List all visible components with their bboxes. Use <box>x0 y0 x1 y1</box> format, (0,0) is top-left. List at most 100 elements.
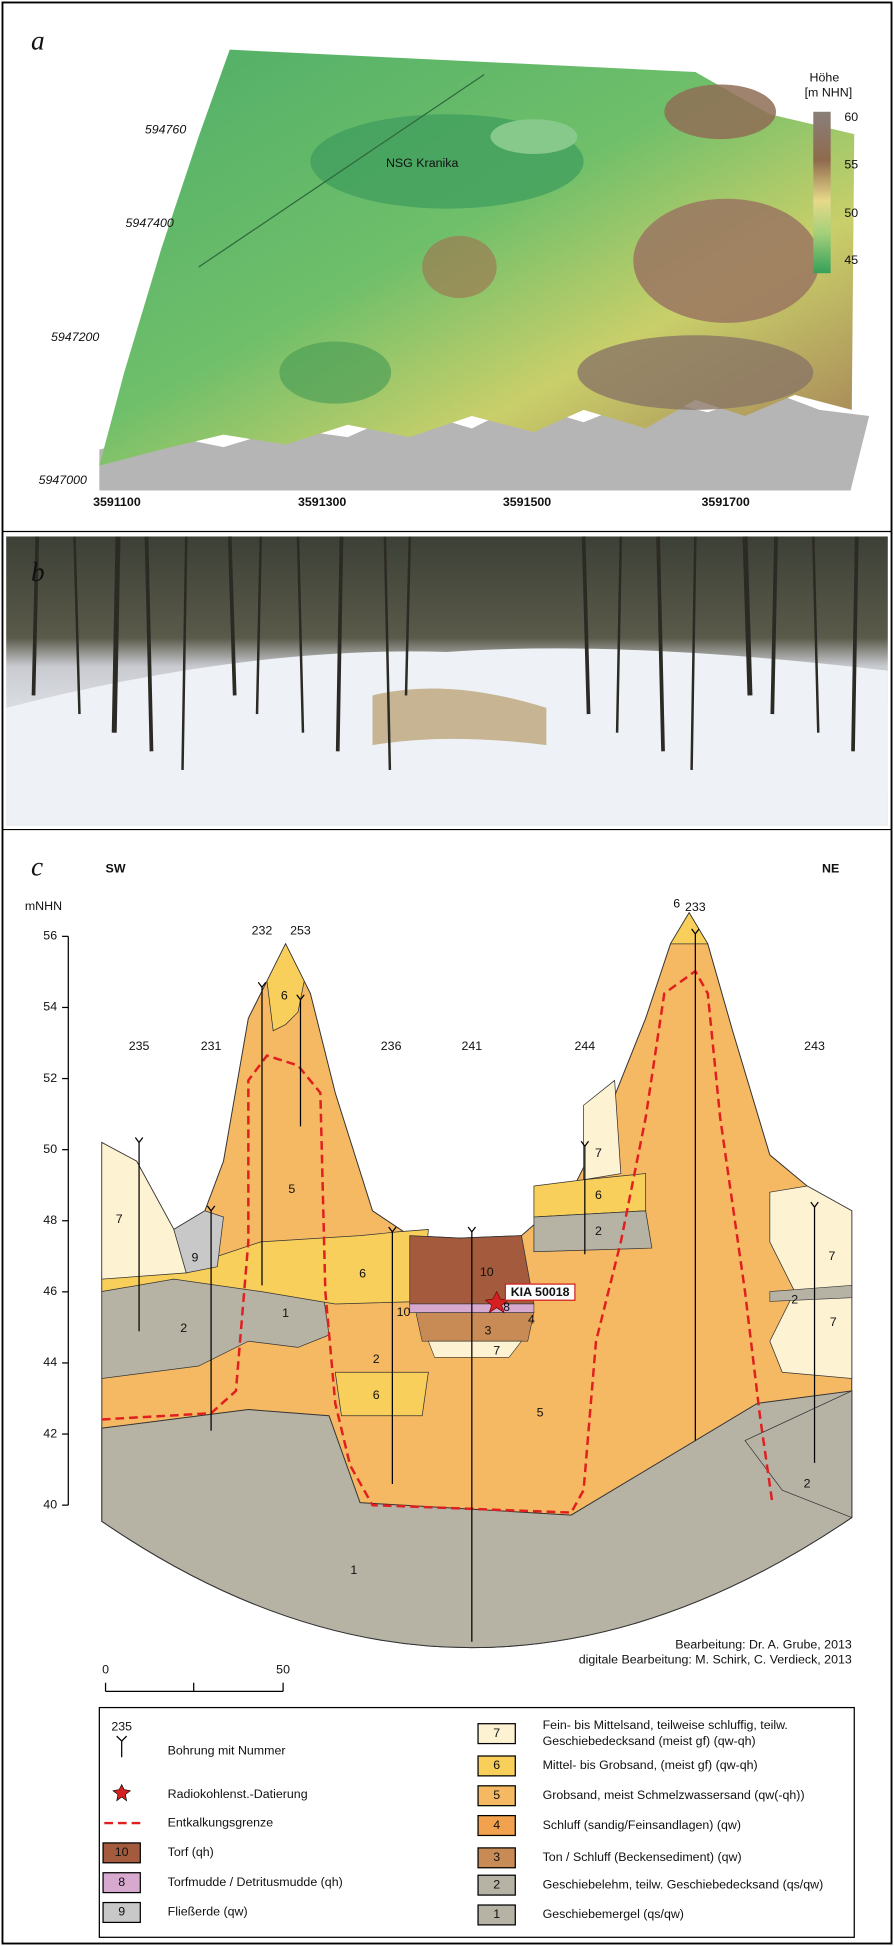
panel-label: a <box>31 26 45 56</box>
easting-label: 3591100 <box>93 495 141 509</box>
legend-label: Grobsand, meist Schmelzwassersand (qw(-q… <box>543 1788 805 1802</box>
layer-number: 6 <box>373 1388 380 1402</box>
borehole-number: 236 <box>381 1039 402 1053</box>
direction-label: NE <box>822 862 839 876</box>
borehole-number: 244 <box>574 1039 595 1053</box>
direction-label: SW <box>106 862 126 876</box>
northing-label: 5947000 <box>39 473 87 487</box>
credit: Bearbeitung: Dr. A. Grube, 2013 <box>675 1638 852 1652</box>
layer-number: 2 <box>791 1293 798 1307</box>
layer-number: 2 <box>804 1476 811 1490</box>
panel-label: c <box>31 852 43 882</box>
legend-label: Geschiebelehm, teilw. Geschiebedecksand … <box>543 1877 824 1891</box>
axis-unit: mNHN <box>25 899 62 913</box>
y-tick-label: 52 <box>43 1071 57 1085</box>
legend-number: 6 <box>493 1758 500 1772</box>
layer-number: 1 <box>350 1563 357 1577</box>
y-tick-label: 46 <box>43 1284 57 1298</box>
layer-number: 5 <box>537 1406 544 1420</box>
photo <box>6 536 888 825</box>
legend-number: 1 <box>493 1907 500 1921</box>
borehole-number: 232 <box>252 924 273 938</box>
place-label: NSG Kranika <box>386 156 458 170</box>
northing-label: 5947200 <box>51 330 99 344</box>
layer-number: 7 <box>493 1343 500 1357</box>
legend-number: 7 <box>493 1726 500 1740</box>
layer-number: 6 <box>595 1188 602 1202</box>
legend-label: Ton / Schluff (Beckensediment) (qw) <box>543 1850 742 1864</box>
colorbar-tick: 50 <box>844 206 858 220</box>
legend-label: Geschiebedecksand (meist gf) (qw-qh) <box>543 1734 756 1748</box>
borehole-number: 241 <box>461 1039 482 1053</box>
colorbar-unit: [m NHN] <box>805 85 853 99</box>
borehole-number: 231 <box>201 1039 222 1053</box>
easting-label: 3591500 <box>503 495 551 509</box>
legend-label: Torfmudde / Detritusmudde (qh) <box>168 1875 343 1889</box>
layer-number: 5 <box>288 1182 295 1196</box>
y-tick-label: 42 <box>43 1426 57 1440</box>
legend-number: 4 <box>493 1818 500 1832</box>
y-tick-label: 54 <box>43 1000 57 1014</box>
legend-number: 2 <box>493 1877 500 1891</box>
layer-number: 10 <box>397 1305 411 1319</box>
borehole-top <box>139 1138 143 1143</box>
layer-number: 7 <box>595 1146 602 1160</box>
panel-label: b <box>31 557 45 587</box>
easting-label: 3591700 <box>702 495 750 509</box>
borehole-number: 235 <box>129 1039 150 1053</box>
legend-number: 8 <box>118 1875 125 1889</box>
layer-number: 1 <box>282 1306 289 1320</box>
borehole-number: 243 <box>804 1039 825 1053</box>
legend-number: 3 <box>493 1850 500 1864</box>
legend-number: 10 <box>115 1845 129 1859</box>
layer-number: 2 <box>595 1224 602 1238</box>
layer-number: 10 <box>480 1265 494 1279</box>
credit: digitale Bearbeitung: M. Schirk, C. Verd… <box>579 1653 852 1667</box>
legend-label: Geschiebemergel (qs/qw) <box>543 1907 684 1921</box>
dating-label: KIA 50018 <box>511 1285 570 1299</box>
layer-number: 8 <box>503 1300 510 1314</box>
colorbar-tick: 60 <box>844 110 858 124</box>
layer-number: 7 <box>828 1249 835 1263</box>
legend-label: Fein- bis Mittelsand, teilweise schluffi… <box>543 1718 788 1732</box>
scale-bar <box>106 1683 284 1692</box>
colorbar-title: Höhe <box>810 71 840 85</box>
colorbar <box>813 112 830 273</box>
borehole-number: 233 <box>685 900 706 914</box>
legend-label: Entkalkungsgrenze <box>168 1815 274 1829</box>
layer-number: 4 <box>528 1312 535 1326</box>
colorbar-tick: 55 <box>844 157 858 171</box>
layer-number: 2 <box>180 1321 187 1335</box>
scale-label: 50 <box>276 1663 290 1677</box>
borehole-top <box>135 1138 139 1143</box>
legend-label: Schluff (sandig/Feinsandlagen) (qw) <box>543 1818 741 1832</box>
legend-label: Mittel- bis Grobsand, (meist gf) (qw-qh) <box>543 1758 758 1772</box>
layer-number: 3 <box>485 1324 492 1338</box>
layer-number: 6 <box>281 988 288 1002</box>
y-tick-label: 48 <box>43 1213 57 1227</box>
y-tick-label: 56 <box>43 929 57 943</box>
layer-number: 9 <box>191 1250 198 1264</box>
layer-number: 7 <box>116 1212 123 1226</box>
figure: aNSG KranikaHöhe[m NHN]60555045594760594… <box>0 0 894 1946</box>
borehole-number: 253 <box>290 924 311 938</box>
layer-number: 2 <box>373 1352 380 1366</box>
legend-label: Bohrung mit Nummer <box>168 1743 286 1757</box>
legend-symbols <box>104 1736 141 1823</box>
legend-label: Torf (qh) <box>168 1845 214 1859</box>
y-tick-label: 44 <box>43 1355 57 1369</box>
northing-label: 5947400 <box>126 216 174 230</box>
scale-label: 0 <box>102 1663 109 1677</box>
northing-label: 594760 <box>145 123 186 137</box>
legend-label: Fließerde (qw) <box>168 1905 248 1919</box>
easting-label: 3591300 <box>298 495 346 509</box>
layer-number: 6 <box>673 896 680 910</box>
layer-number: 7 <box>830 1315 837 1329</box>
colorbar-tick: 45 <box>844 253 858 267</box>
terrain-model <box>99 50 869 491</box>
y-tick-label: 50 <box>43 1142 57 1156</box>
legend-label: Radiokohlenst.-Datierung <box>168 1787 308 1801</box>
borehole-top <box>468 1227 472 1232</box>
legend-number: 5 <box>493 1788 500 1802</box>
layer-number: 6 <box>359 1266 366 1280</box>
